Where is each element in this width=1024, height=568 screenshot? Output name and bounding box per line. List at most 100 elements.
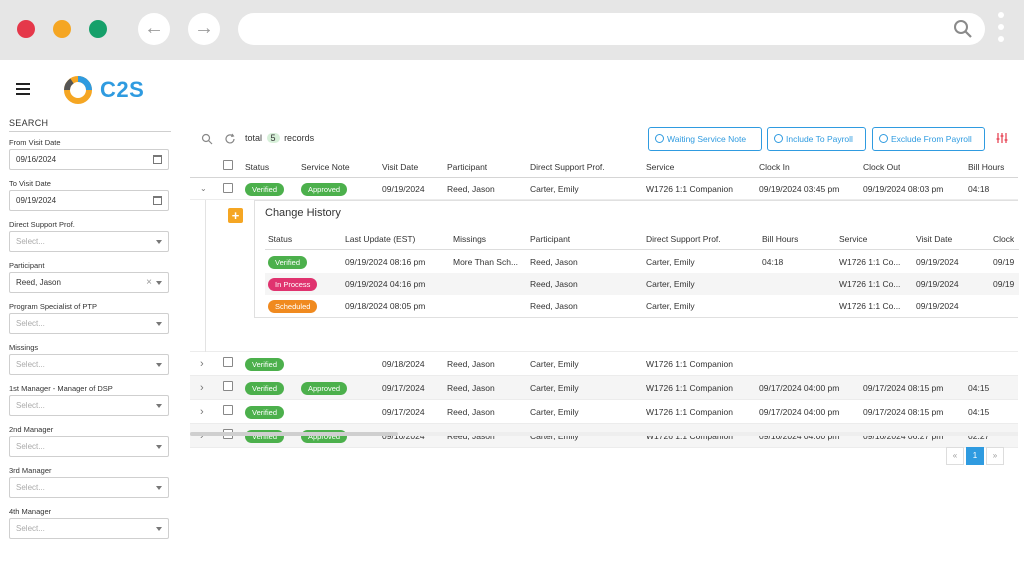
maximize-window-dot[interactable] [89,20,107,38]
forward-arrow-icon[interactable]: → [188,13,220,45]
hamburger-menu-icon[interactable] [16,83,30,95]
column-header-clock-out[interactable]: Clock Out [863,162,901,172]
address-bar[interactable] [238,13,985,45]
collapse-row-icon[interactable]: ⌄ [200,184,207,193]
column-header-service[interactable]: Service [646,162,675,172]
expand-row-icon[interactable]: › [200,358,204,370]
clock-in-cell: 09/16/2024 04:00 pm [759,431,840,441]
table-row[interactable]: › Verified Approved 09/17/2024 Reed, Jason Ca… [190,376,1018,400]
clock-in-cell: 09/19/2024 03:45 pm [759,184,840,194]
page-button-current[interactable]: 1 [966,447,984,465]
direct-support-prof-select[interactable]: Select... [9,231,169,252]
history-col-last-update: Last Update (EST) [345,234,416,244]
column-header-participant[interactable]: Participant [447,162,488,172]
expand-row-icon[interactable]: › [200,382,204,394]
third-manager-select[interactable]: Select... [9,477,169,498]
column-header-bill-hours[interactable]: Bill Hours [968,162,1005,172]
program-specialist-select[interactable]: Select... [9,313,169,334]
row-checkbox[interactable] [223,405,233,415]
from-visit-date-date-input[interactable]: 09/16/2024 [9,149,169,170]
dsp-cell: Carter, Emily [530,359,579,369]
horizontal-scrollbar[interactable] [190,432,1018,436]
missings-select[interactable]: Select... [9,354,169,375]
expand-row-icon[interactable]: › [200,406,204,418]
back-arrow-icon[interactable]: ← [138,13,170,45]
row-checkbox[interactable] [223,381,233,391]
calendar-icon[interactable] [153,196,162,205]
history-clock-cell: 09/19 [993,279,1015,289]
column-header-status[interactable]: Status [245,162,270,172]
second-manager-select[interactable]: Select... [9,436,169,457]
include-to-payroll-button[interactable]: Include To Payroll [767,127,866,151]
to-visit-date-date-input[interactable]: 09/19/2024 [9,190,169,211]
clock-out-cell: 09/17/2024 08:15 pm [863,383,944,393]
participant-label: Participant [9,261,45,270]
table-row[interactable]: › Verified 09/18/2024 Reed, Jason Carter, Em… [190,352,1018,376]
table-row[interactable]: › Verified Approved 09/16/2024 Reed, Jason Ca… [190,424,1018,448]
first-page-button[interactable]: « [946,447,964,465]
chevron-down-icon[interactable] [156,322,162,326]
scrollbar-thumb[interactable] [190,432,398,436]
close-window-dot[interactable] [17,20,35,38]
service-note-cell: Approved [301,376,348,398]
clock-out-cell: 09/19/2024 08:03 pm [863,184,944,194]
first-manager-value: Select... [16,401,45,410]
exclude-from-payroll-button[interactable]: Exclude From Payroll [872,127,985,151]
chevron-down-icon[interactable] [156,404,162,408]
status-badge: Verified [245,358,285,372]
third-manager-label: 3rd Manager [9,466,52,475]
chevron-down-icon[interactable] [156,281,162,285]
bill-cell: 04:15 [968,407,990,417]
second-manager-label: 2nd Manager [9,425,54,434]
table-row[interactable]: › Verified 09/17/2024 Reed, Jason Carter, Em… [190,400,1018,424]
participant-cell: Reed, Jason [447,383,495,393]
chevron-down-icon[interactable] [156,445,162,449]
fourth-manager-label: 4th Manager [9,507,52,516]
browser-menu-icon[interactable] [997,12,1005,48]
history-participant-cell: Reed, Jason [530,279,578,289]
fourth-manager-select[interactable]: Select... [9,518,169,539]
column-header-visit-date[interactable]: Visit Date [382,162,419,172]
visit-cell: 09/17/2024 [382,407,425,417]
chevron-down-icon[interactable] [156,363,162,367]
search-icon[interactable] [953,19,973,39]
first-manager-select[interactable]: Select... [9,395,169,416]
column-header-clock-in[interactable]: Clock In [759,162,790,172]
search-icon[interactable] [201,133,213,145]
service-note-badge: Approved [301,382,348,396]
column-settings-icon[interactable] [996,132,1008,144]
from-visit-date-label: From Visit Date [9,138,61,147]
column-header-service-note[interactable]: Service Note [301,162,350,172]
calendar-icon[interactable] [153,155,162,164]
expand-detail-plus-icon[interactable]: + [228,208,243,223]
history-col-clock: Clock [993,234,1015,244]
chevron-down-icon[interactable] [156,486,162,490]
column-header-dsp[interactable]: Direct Support Prof. [530,162,605,172]
missings-value: Select... [16,360,45,369]
history-status-cell: Verified [268,251,308,273]
row-checkbox[interactable] [223,183,233,193]
table-header-row: Status Service Note Visit Date Participa… [190,156,1018,178]
bill-hours-cell: 04:18 [968,184,990,194]
total-label: total [245,133,263,143]
row-checkbox[interactable] [223,357,233,367]
chevron-down-icon[interactable] [156,527,162,531]
history-col-participant: Participant [530,234,571,244]
clock-out-cell: 09/17/2024 08:15 pm [863,407,944,417]
expand-row-icon[interactable]: › [200,430,204,442]
app-logo: C2S [62,74,144,106]
participant-select[interactable]: Reed, Jason × [9,272,169,293]
minimize-window-dot[interactable] [53,20,71,38]
chevron-down-icon[interactable] [156,240,162,244]
refresh-icon[interactable] [224,133,236,145]
participant-value: Reed, Jason [16,278,61,287]
last-page-button[interactable]: » [986,447,1004,465]
to-visit-date-label: To Visit Date [9,179,51,188]
clear-selection-icon[interactable]: × [146,277,152,288]
waiting-service-note-button[interactable]: Waiting Service Note [648,127,762,151]
participant-cell: Reed, Jason [447,407,495,417]
history-bill-cell: 04:18 [762,257,784,267]
select-all-checkbox[interactable] [223,160,233,170]
dsp-cell: Carter, Emily [530,407,579,417]
table-row[interactable]: ⌄ Verified Approved 09/19/2024 Reed, Jas… [190,178,1018,200]
